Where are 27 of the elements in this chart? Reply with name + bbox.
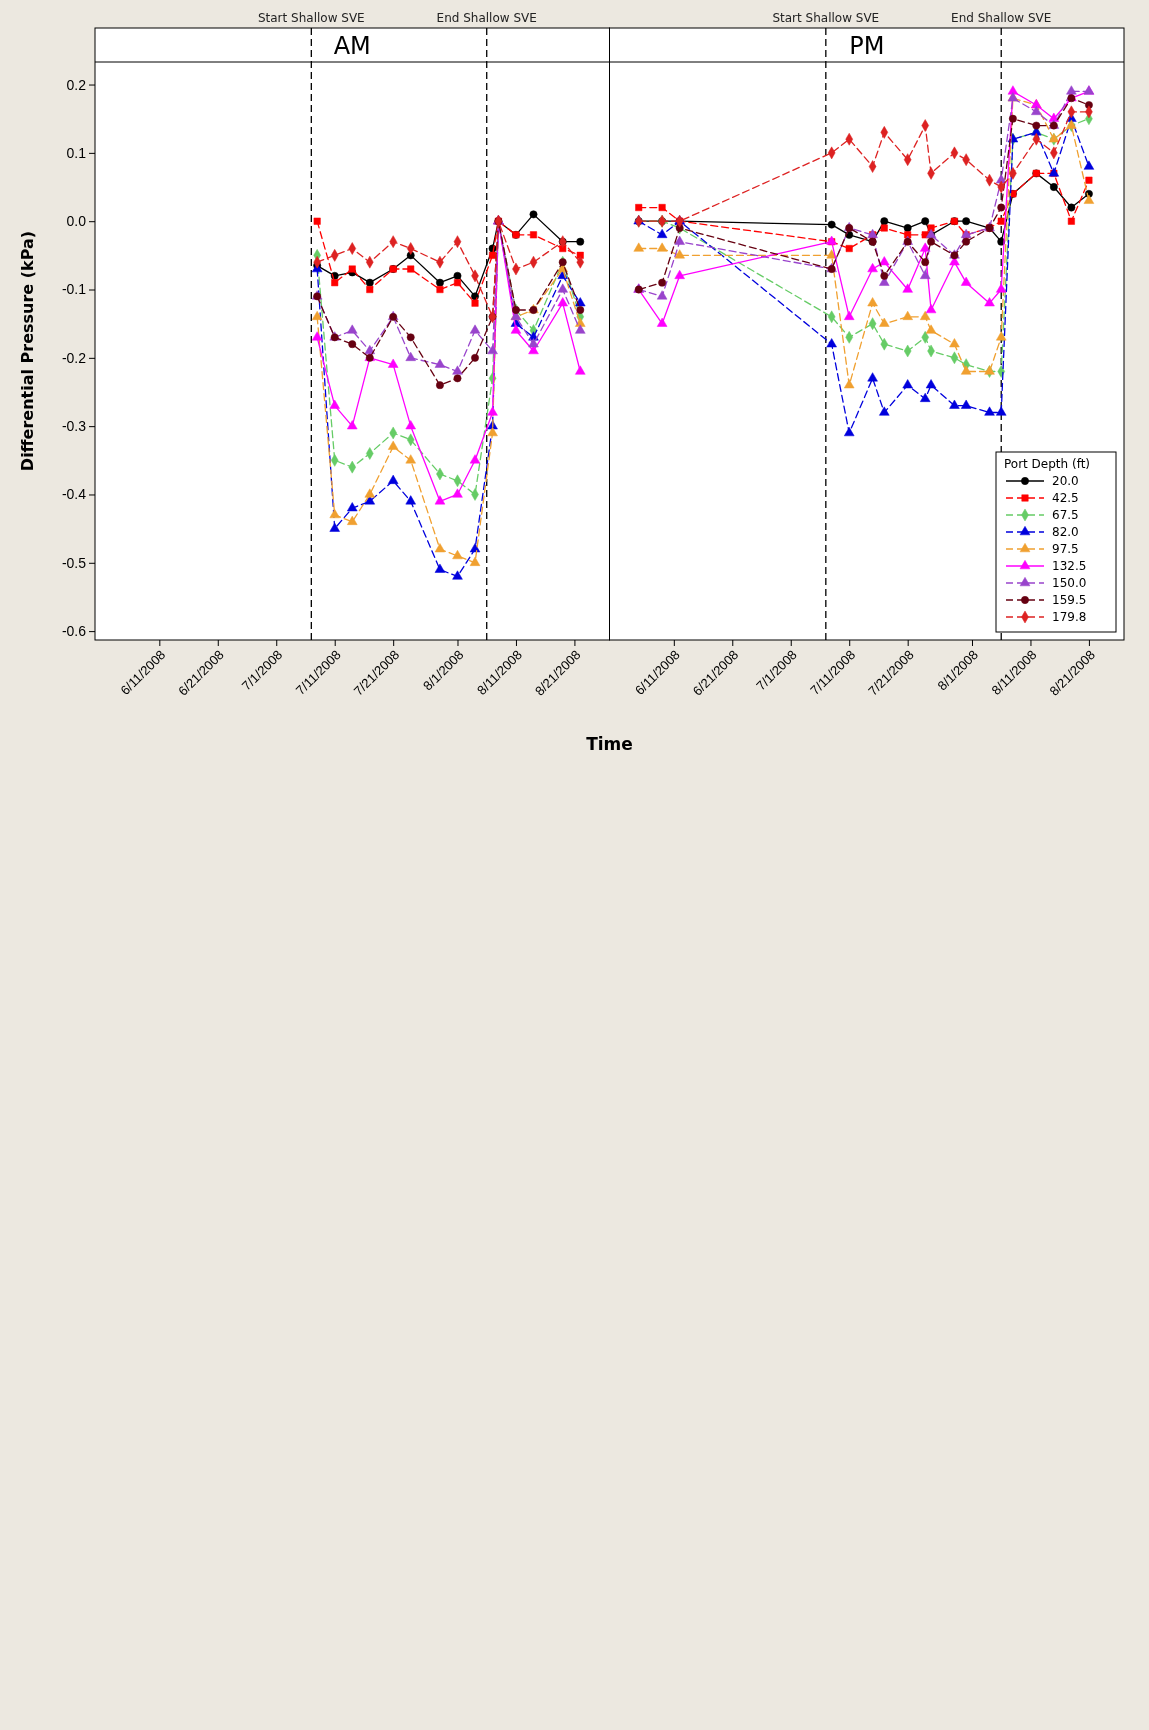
y-tick-label: -0.6 [61,623,87,640]
y-tick-label: 0.0 [66,213,87,230]
y-tick-label: -0.1 [61,281,87,298]
y-tick-label: -0.2 [61,349,87,366]
legend-label: 82.0 [1052,525,1079,539]
chart-title: AM [333,32,371,60]
legend-label: 179.8 [1052,610,1087,624]
y-tick-label: -0.3 [61,418,87,435]
ref-line-label: Start Shallow SVE [772,11,880,25]
legend-label: 132.5 [1052,559,1087,573]
legend-label: 20.0 [1052,474,1079,488]
legend-label: 67.5 [1052,508,1079,522]
y-tick-label: 0.2 [66,76,87,93]
y-axis-title: Differential Pressure (kPa) [18,230,37,472]
ref-line-label: End Shallow SVE [436,11,537,25]
x-axis-title: Time [586,734,633,754]
legend-label: 150.0 [1052,576,1087,590]
ref-line-label: Start Shallow SVE [257,11,365,25]
y-tick-label: -0.4 [61,486,87,503]
y-tick-label: 0.1 [66,144,87,161]
chart-title: PM [849,32,885,60]
legend-label: 97.5 [1052,542,1079,556]
legend-label: 42.5 [1052,491,1079,505]
y-tick-label: -0.5 [61,554,87,571]
ref-line-label: End Shallow SVE [951,11,1052,25]
legend-label: 159.5 [1052,593,1087,607]
legend-title: Port Depth (ft) [1004,457,1091,471]
